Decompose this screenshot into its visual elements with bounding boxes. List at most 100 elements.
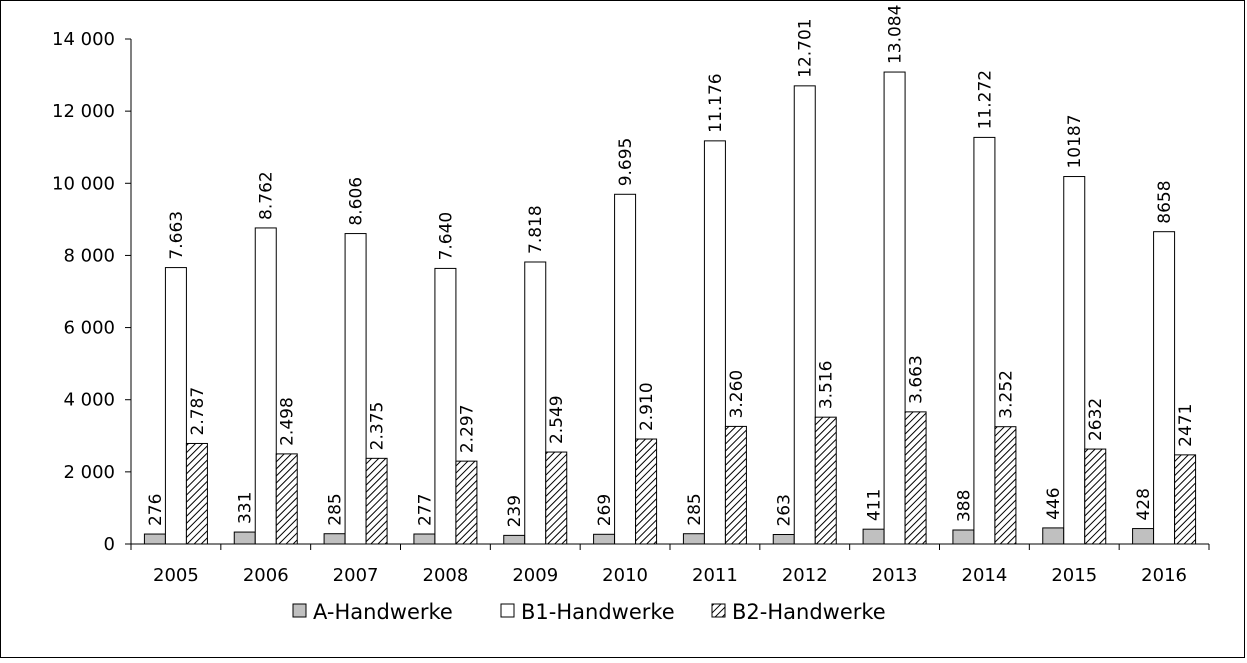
- y-tick-label: 10 000: [52, 173, 115, 194]
- bar-b1-handwerke-2008: [434, 267, 457, 545]
- legend-label: B1-Handwerke: [521, 600, 675, 624]
- y-tick-label: 14 000: [52, 29, 115, 50]
- legend: A-Handwerke B1-Handwerke B2-Handwerke: [292, 600, 886, 624]
- data-label: 277: [415, 494, 435, 526]
- data-label: 3.663: [907, 355, 927, 404]
- data-label: 239: [505, 495, 525, 527]
- data-label: 2632: [1086, 398, 1106, 441]
- bar-b2-handwerke-2015: [1084, 448, 1107, 545]
- x-tick-label: 2013: [872, 565, 918, 586]
- data-label: 2.549: [547, 395, 567, 444]
- data-label: 7.818: [526, 205, 546, 254]
- bar-b1-handwerke-2007: [344, 233, 367, 545]
- data-label: 331: [236, 492, 256, 524]
- bar-a-handwerke-2016: [1132, 528, 1155, 545]
- y-tick-label: 2 000: [63, 462, 115, 483]
- bar-b1-handwerke-2013: [883, 71, 906, 545]
- bar-a-handwerke-2011: [682, 533, 705, 545]
- data-label: 446: [1044, 487, 1064, 519]
- x-tick-label: 2011: [692, 565, 738, 586]
- bar-a-handwerke-2014: [952, 529, 975, 545]
- data-label: 2.910: [637, 382, 657, 431]
- bar-b1-handwerke-2014: [973, 136, 996, 545]
- bar-a-handwerke-2007: [323, 533, 346, 545]
- bar-b1-handwerke-2012: [793, 85, 816, 545]
- bar-b1-handwerke-2016: [1153, 231, 1176, 545]
- data-label: 411: [865, 489, 885, 521]
- bar-b2-handwerke-2010: [635, 438, 658, 545]
- bar-b2-handwerke-2006: [275, 453, 298, 545]
- bar-b1-handwerke-2015: [1063, 176, 1086, 545]
- bar-b2-handwerke-2014: [994, 426, 1017, 545]
- bar-a-handwerke-2013: [862, 528, 885, 545]
- bar-a-handwerke-2009: [503, 534, 526, 545]
- bar-a-handwerke-2015: [1042, 527, 1065, 545]
- data-label: 388: [954, 490, 974, 522]
- bar-b1-handwerke-2009: [524, 261, 547, 545]
- y-tick-label: 12 000: [52, 101, 115, 122]
- data-label: 285: [326, 493, 346, 525]
- x-tick-label: 2007: [333, 565, 379, 586]
- x-tick-label: 2006: [243, 565, 289, 586]
- bar-a-handwerke-2008: [413, 533, 436, 545]
- y-tick-label: 4 000: [63, 390, 115, 411]
- data-label: 11.272: [975, 70, 995, 129]
- data-label: 8.606: [347, 177, 367, 226]
- data-label: 13.084: [886, 5, 906, 64]
- y-tick-label: 8 000: [63, 245, 115, 266]
- bar-b1-handwerke-2005: [164, 267, 187, 545]
- data-label: 10187: [1065, 114, 1085, 168]
- data-label: 285: [685, 493, 705, 525]
- bar-b2-handwerke-2016: [1174, 454, 1197, 545]
- data-label: 428: [1134, 488, 1154, 520]
- data-label: 2.787: [188, 387, 208, 436]
- x-tick-label: 2016: [1141, 565, 1187, 586]
- bar-a-handwerke-2012: [772, 534, 795, 545]
- data-label: 276: [146, 494, 166, 526]
- data-label: 8658: [1155, 180, 1175, 223]
- data-label: 263: [775, 494, 795, 526]
- bar-b2-handwerke-2011: [724, 425, 747, 545]
- y-tick-label: 0: [104, 534, 115, 555]
- data-label: 8.762: [257, 171, 277, 220]
- bar-b1-handwerke-2006: [254, 227, 277, 545]
- bars: [143, 71, 1197, 545]
- data-label: 2.297: [457, 404, 477, 453]
- x-tick-label: 2014: [962, 565, 1008, 586]
- x-tick-label: 2005: [153, 565, 199, 586]
- x-tick-label: 2015: [1051, 565, 1097, 586]
- data-label: 269: [595, 494, 615, 526]
- bar-a-handwerke-2010: [593, 533, 616, 545]
- y-tick-label: 6 000: [63, 318, 115, 339]
- x-tick-label: 2012: [782, 565, 828, 586]
- legend-label: B2-Handwerke: [732, 600, 886, 624]
- legend-swatch-a-handwerke: [292, 603, 307, 618]
- bar-a-handwerke-2005: [143, 533, 166, 545]
- bar-b2-handwerke-2012: [814, 416, 837, 545]
- bar-b2-handwerke-2013: [904, 411, 927, 545]
- legend-swatch-b2-handwerke: [711, 603, 726, 618]
- data-label: 12.701: [796, 18, 816, 77]
- bar-b2-handwerke-2008: [455, 460, 478, 545]
- legend-label: A-Handwerke: [313, 600, 453, 624]
- data-labels: 276 331 285 277 239 269 285 263 411 388 446 428 7.66…: [146, 5, 1196, 528]
- data-label: 9.695: [616, 138, 636, 187]
- data-label: 2.498: [278, 397, 298, 446]
- x-tick-label: 2010: [602, 565, 648, 586]
- x-tick-label: 2008: [423, 565, 469, 586]
- axes: 0 2 000 4 000 6 000 8 000 10 000 12 000 14 000 2…: [52, 29, 1210, 586]
- legend-swatch-b1-handwerke: [500, 603, 515, 618]
- data-label: 2.375: [368, 402, 388, 451]
- data-label: 3.516: [817, 361, 837, 410]
- x-tick-label: 2009: [512, 565, 558, 586]
- data-label: 3.252: [996, 370, 1016, 419]
- data-label: 2471: [1176, 404, 1196, 447]
- bar-b2-handwerke-2009: [545, 451, 568, 545]
- data-label: 7.640: [436, 212, 456, 261]
- bar-b1-handwerke-2011: [703, 140, 726, 545]
- data-label: 3.260: [727, 370, 747, 419]
- bar-b1-handwerke-2010: [614, 193, 637, 545]
- data-label: 7.663: [167, 211, 187, 260]
